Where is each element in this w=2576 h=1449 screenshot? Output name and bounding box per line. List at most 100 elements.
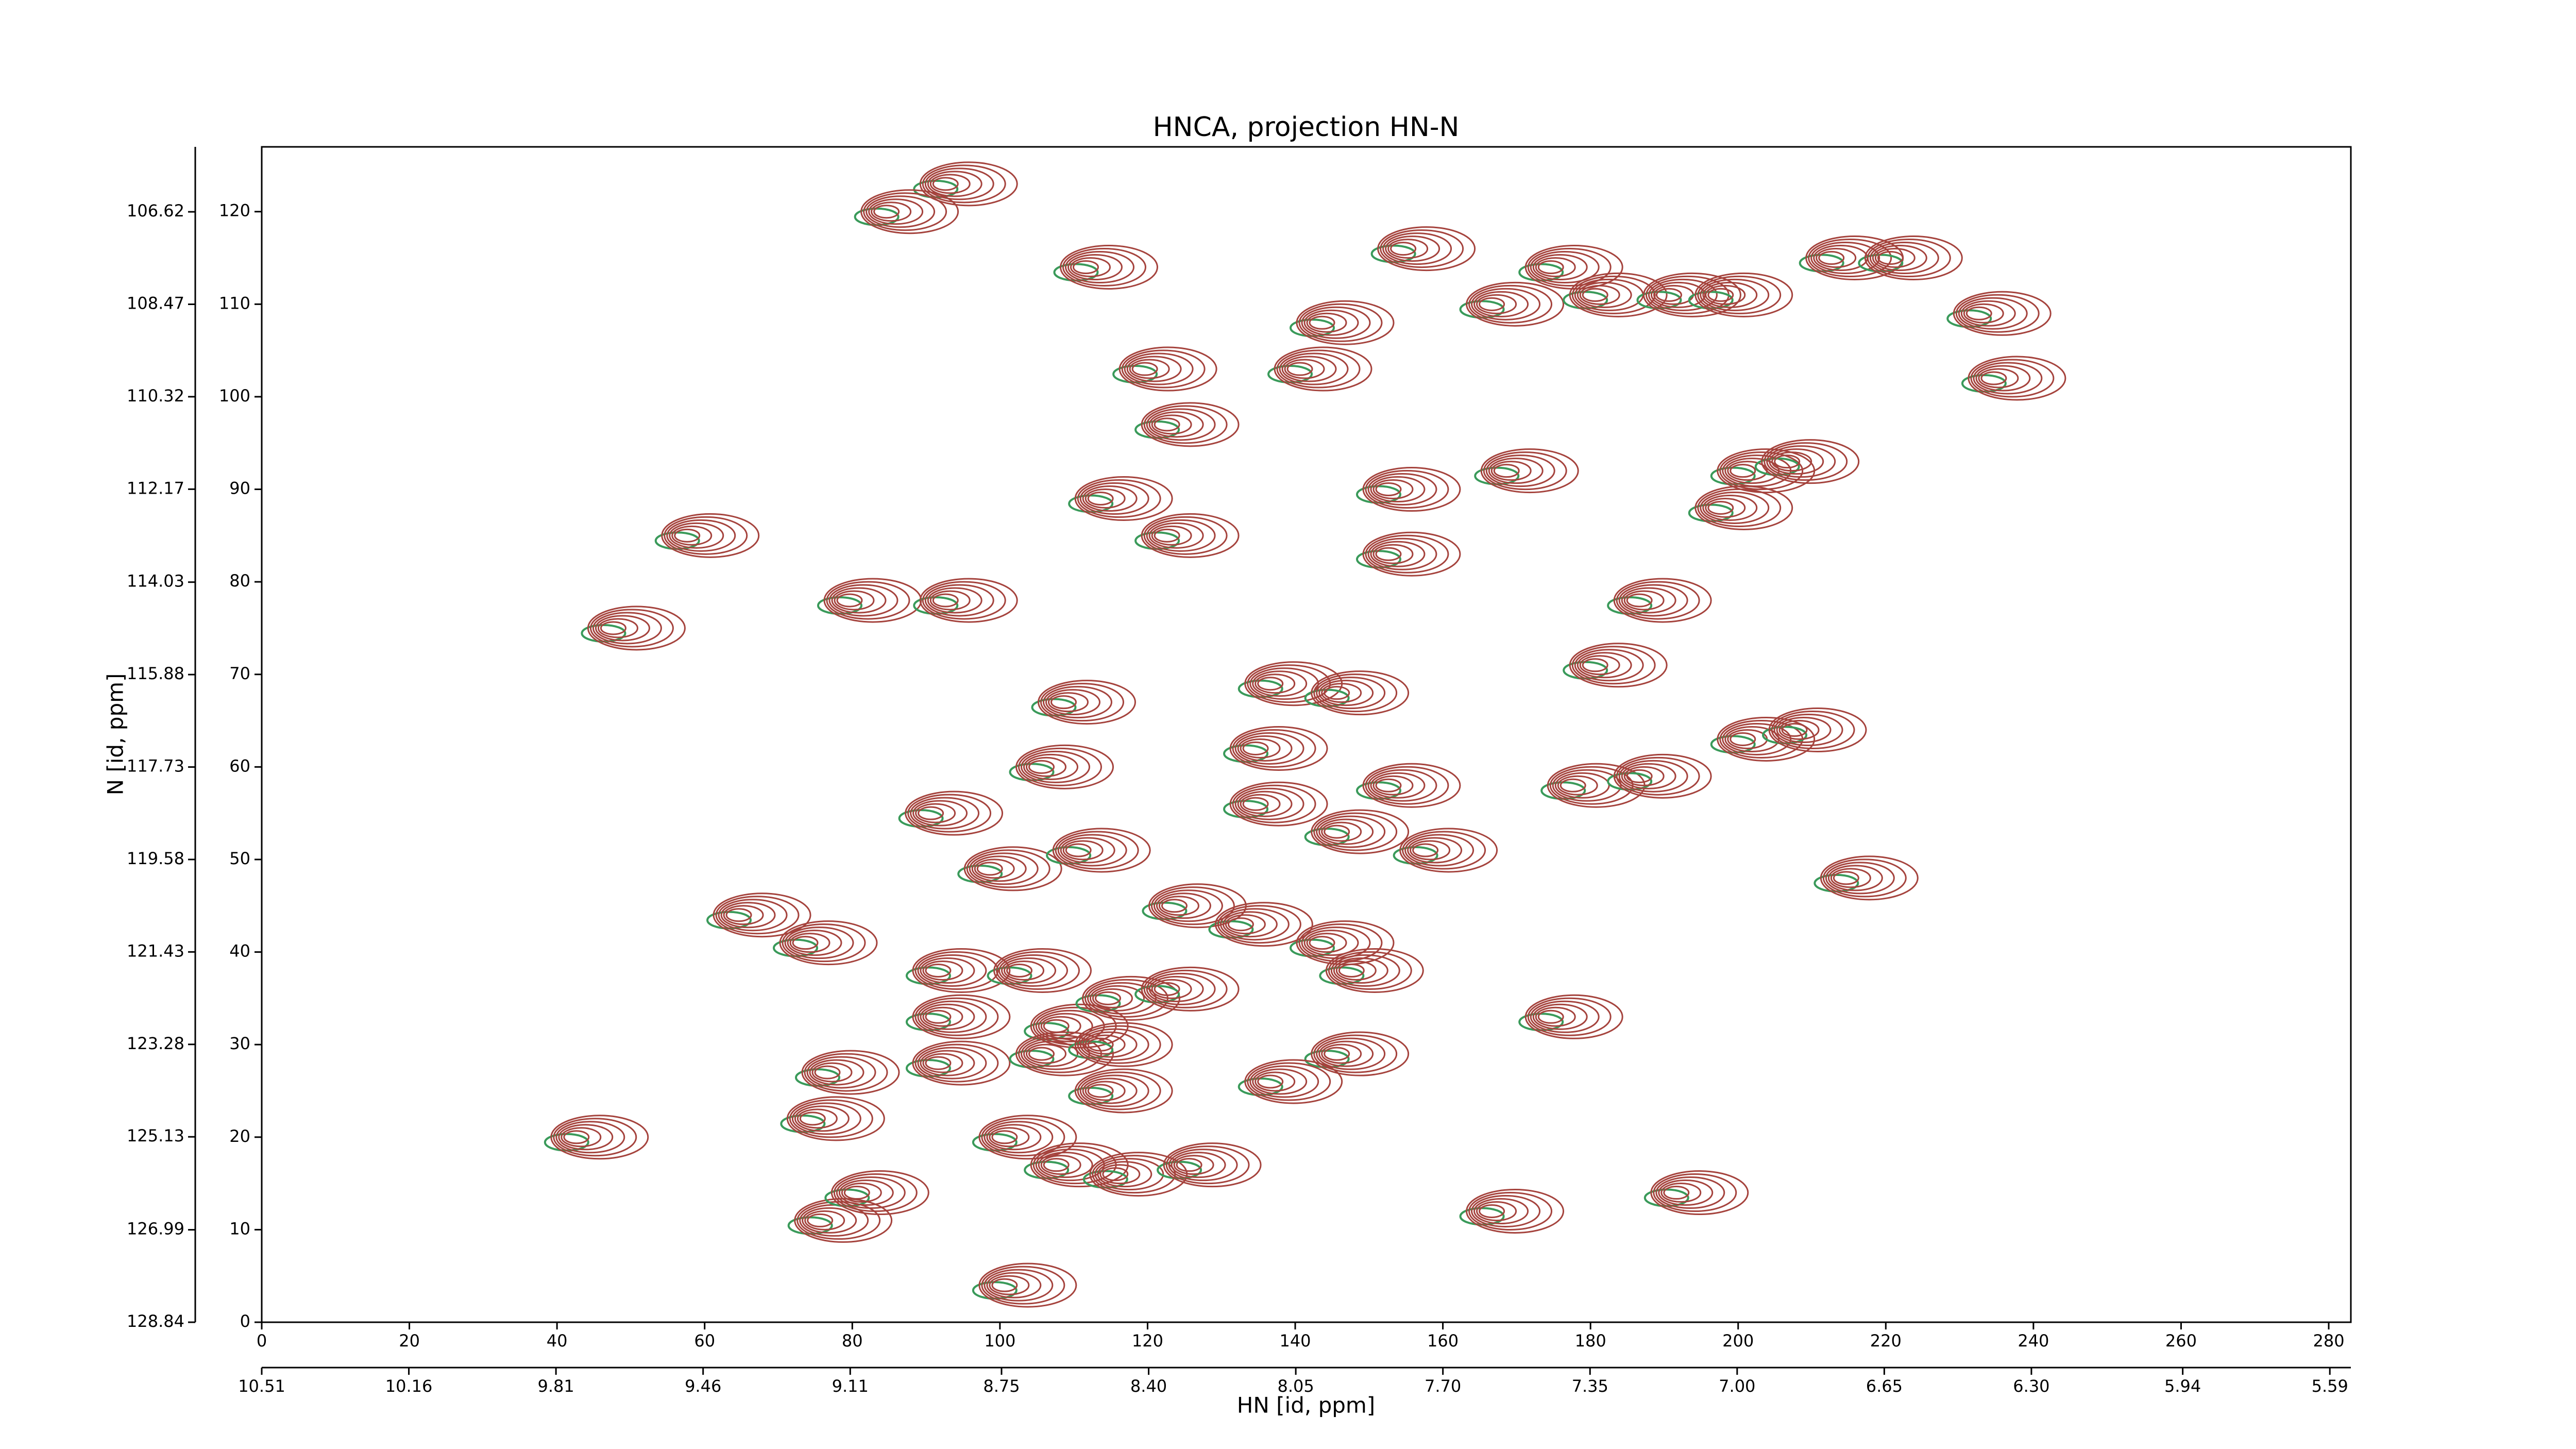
peak-contour	[836, 593, 863, 608]
peak-contour	[589, 609, 674, 648]
peak-contour	[1700, 278, 1770, 311]
peak-contour	[1065, 843, 1092, 857]
peak-contour	[1240, 794, 1281, 814]
peak-contour	[1225, 914, 1266, 935]
peak-contour	[1045, 689, 1100, 716]
peak-contour	[925, 1056, 952, 1070]
peak-contour	[1316, 677, 1386, 710]
peak-contour	[1761, 439, 1860, 484]
peak-contour	[1284, 359, 1325, 379]
peak-contour	[905, 790, 1004, 836]
peak-contour	[1087, 1084, 1114, 1098]
peak-contour	[919, 161, 1018, 207]
peak-contour	[1655, 288, 1682, 302]
peak-contour	[1154, 417, 1180, 432]
peak-contour	[1621, 587, 1676, 614]
peak-contour	[1980, 371, 2007, 385]
peak-contour	[920, 1003, 975, 1030]
peak-contour	[1057, 834, 1127, 867]
peak-contour	[1399, 828, 1498, 873]
peak-contour	[1079, 1028, 1149, 1061]
peak-contour	[866, 195, 936, 228]
peak-contour	[1571, 275, 1656, 314]
peak-contour	[1810, 242, 1880, 275]
peak-contour	[1257, 1074, 1284, 1089]
peak-contour	[1582, 658, 1608, 672]
peak-contour	[860, 189, 959, 234]
peak-contour	[1324, 1047, 1350, 1061]
peak-contour	[796, 1108, 838, 1129]
peak-contour	[1370, 476, 1426, 503]
peak-contour	[1527, 247, 1612, 287]
y-tick-label: 100	[219, 386, 250, 406]
peak-contour	[1385, 235, 1440, 262]
peak-contour	[811, 1062, 853, 1083]
peak-contour	[1176, 1158, 1202, 1172]
peak-contour	[1864, 235, 1963, 281]
x2-tick-label: 6.30	[2013, 1376, 2049, 1396]
peak-contour	[786, 1096, 885, 1141]
x-tick-label: 100	[984, 1331, 1015, 1351]
peak-contour	[1324, 686, 1350, 700]
peak-contour	[1955, 294, 2040, 333]
peak-contour	[1242, 797, 1269, 811]
peak-contour	[1483, 451, 1567, 491]
peak-contour	[914, 997, 999, 1036]
peak-contour	[1527, 997, 1612, 1036]
peak-contour	[1102, 1167, 1129, 1182]
peak-contour	[1367, 769, 1437, 802]
peak-contour	[1973, 362, 2043, 395]
peak-contour	[1171, 1152, 1226, 1178]
peak-contour	[1038, 1152, 1093, 1178]
peak-contour	[1232, 729, 1316, 768]
y2-tick-label: 125.13	[127, 1126, 184, 1145]
peak-contour	[1040, 1155, 1081, 1175]
peak-contour	[1466, 281, 1565, 327]
peak-contour	[1480, 448, 1579, 494]
peak-contour	[1026, 756, 1067, 777]
peak-contour	[1535, 257, 1576, 277]
peak-contour	[1660, 1183, 1702, 1203]
peak-contour	[912, 994, 1011, 1039]
peak-contour	[561, 1127, 602, 1148]
y2-tick-label: 126.99	[127, 1219, 184, 1239]
peak-contour	[1255, 1071, 1296, 1092]
peak-contour	[922, 1006, 963, 1027]
peak-contour	[1214, 902, 1313, 947]
peak-contour	[661, 513, 760, 558]
peak-contour	[1663, 1186, 1690, 1200]
y2-tick-label: 108.47	[127, 293, 184, 313]
peak-contour	[563, 1130, 590, 1144]
peak-contour	[919, 578, 1018, 623]
peak-contour	[1173, 1155, 1214, 1175]
peak-contour	[1390, 242, 1417, 256]
x2-tick-label: 7.70	[1425, 1376, 1461, 1396]
peak-contour	[927, 171, 982, 197]
peak-contour	[1407, 837, 1463, 864]
x2-tick-label: 7.00	[1719, 1376, 1755, 1396]
peak-contour	[1975, 365, 2031, 392]
peak-contour	[664, 516, 748, 555]
peak-contour	[1042, 686, 1112, 719]
peak-contour	[1148, 883, 1247, 929]
peak-contour	[1473, 291, 1529, 317]
peak-contour	[963, 846, 1062, 891]
peak-contour	[1089, 985, 1145, 1012]
peak-contour	[1535, 1006, 1576, 1027]
peak-contour	[1618, 760, 1688, 793]
peak-contour	[929, 174, 971, 194]
y2-tick-label: 128.84	[127, 1311, 184, 1331]
peak-contour	[998, 954, 1069, 987]
y2-tick-label: 106.62	[127, 201, 184, 221]
peak-contour	[1833, 871, 1859, 885]
peak-contour	[1557, 775, 1598, 796]
peak-contour	[836, 1176, 906, 1209]
peak-contour	[1274, 346, 1372, 392]
y-tick-label: 60	[229, 756, 250, 776]
peak-contour	[1476, 294, 1517, 314]
peak-contour	[804, 1210, 845, 1231]
peak-contour	[1154, 528, 1180, 543]
peak-contour	[1978, 368, 2019, 389]
peak-contour	[1153, 889, 1223, 922]
peak-contour	[1124, 352, 1194, 385]
